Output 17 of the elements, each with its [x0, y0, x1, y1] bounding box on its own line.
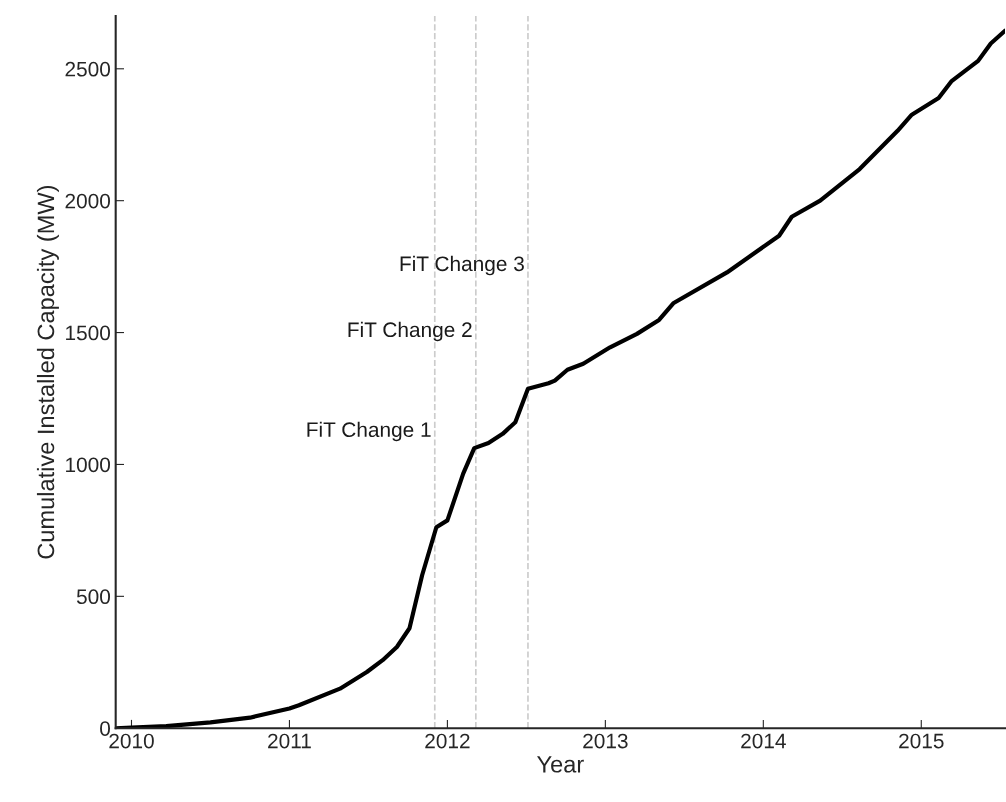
- y-tick-label: 1500: [66, 325, 111, 341]
- x-axis-title: Year: [537, 756, 584, 773]
- x-tick-label: 2012: [425, 733, 470, 749]
- y-tick-label: 0: [100, 721, 111, 736]
- annotation: FiT Change 2: [348, 321, 472, 342]
- annotation: FiT Change 1: [307, 421, 431, 442]
- y-tick-label: 500: [76, 589, 111, 605]
- y-tick-label: 2000: [65, 193, 111, 209]
- x-tick-label: 2014: [741, 733, 786, 749]
- x-tick-label: 2010: [109, 733, 154, 749]
- y-axis-title: Cumulative Installed Capacity (MW): [36, 185, 59, 559]
- y-tick-label: 2500: [65, 61, 111, 77]
- annotation: FiT Change 3: [400, 255, 524, 276]
- x-tick-label: 2011: [268, 733, 311, 749]
- x-tick-label: 2015: [899, 733, 944, 749]
- x-tick-label: 2013: [583, 733, 628, 749]
- y-tick-label: 1000: [66, 457, 111, 473]
